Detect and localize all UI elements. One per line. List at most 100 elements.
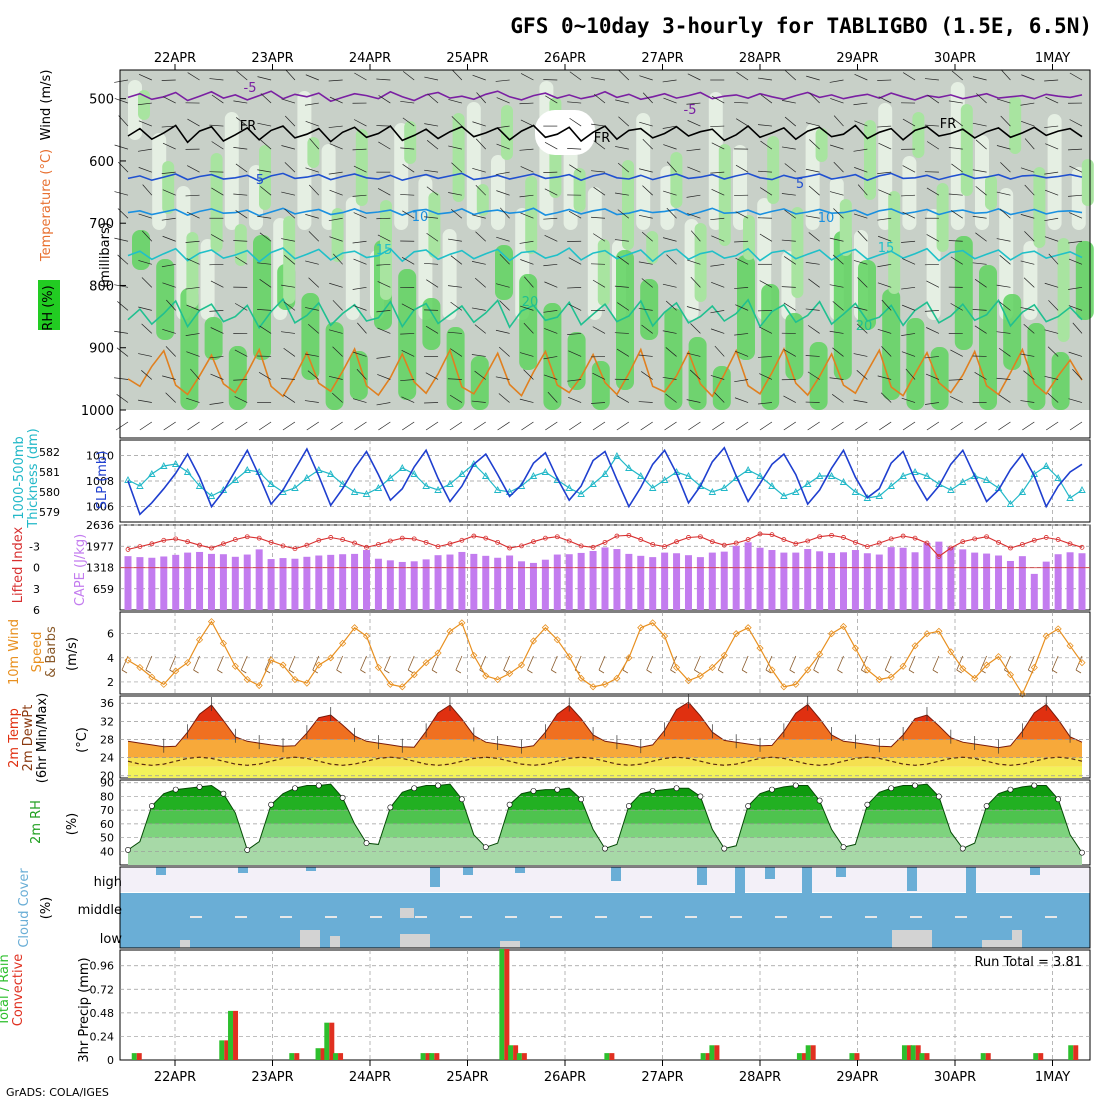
- rh2m-tick-label: 70: [100, 804, 114, 817]
- cloud-low-bar: [330, 936, 340, 948]
- axis-label-speed-barbs: Speed & Barbs: [30, 626, 59, 678]
- date-label-bottom: 26APR: [544, 1070, 586, 1085]
- cloud-high-bar: [802, 867, 812, 893]
- wind-barb: [856, 323, 868, 334]
- wind10-speed-point: [875, 675, 883, 684]
- wind-barb: [998, 347, 1011, 357]
- wind-barb: [591, 216, 606, 219]
- isotherm-line: [127, 346, 1083, 398]
- wind-barb: [162, 282, 176, 288]
- wind-barb: [308, 184, 320, 196]
- thickness-point: [768, 482, 776, 489]
- wind-barb: [853, 213, 868, 219]
- wind-barb: [829, 330, 844, 334]
- wind10-barb: [360, 669, 366, 674]
- cloud-mid-bar: [280, 916, 292, 918]
- wind10-barb: [431, 655, 439, 671]
- wind-barb: [281, 145, 296, 150]
- wind10-speed-point: [529, 637, 538, 645]
- isotherm-label: 15: [878, 241, 895, 256]
- precip-convective-bar: [338, 1053, 344, 1060]
- wind-barb: [757, 170, 772, 173]
- wind-barb: [783, 256, 796, 265]
- rh2m-point: [339, 794, 346, 801]
- thickness-point: [839, 478, 848, 485]
- wind-barb: [1069, 119, 1083, 127]
- wind-barb: [210, 280, 224, 288]
- cloud-mid-bar: [910, 916, 922, 918]
- wind-barb: [880, 392, 892, 403]
- wind-barb: [376, 310, 391, 313]
- thickness-point: [410, 470, 418, 477]
- wind-barb: [304, 102, 319, 106]
- wind-barb: [495, 125, 510, 129]
- wind-barb: [829, 191, 844, 196]
- precip-total-bar: [219, 1040, 225, 1060]
- wind-barb: [710, 217, 725, 221]
- wind-barb: [830, 98, 844, 104]
- cape-bar: [661, 552, 669, 610]
- wind10-speed-point: [136, 663, 144, 672]
- wind-barb: [664, 421, 677, 431]
- rh-moist-patch: [960, 104, 973, 196]
- cape-bar: [434, 555, 442, 610]
- wind-barb: [1044, 217, 1059, 222]
- wind-barb: [663, 144, 677, 150]
- thickness-point: [529, 472, 538, 479]
- cloud-low-bar: [400, 934, 430, 948]
- wind-barb: [877, 171, 892, 174]
- wind10-barb: [813, 655, 821, 671]
- wind-barb: [924, 402, 939, 405]
- cloud-mid-bar: [595, 916, 607, 918]
- wind-barb: [185, 286, 200, 290]
- lifted-index-point: [900, 533, 906, 539]
- precip-convective-bar: [915, 1045, 921, 1060]
- wind-barb: [757, 402, 772, 405]
- rh2m-point: [745, 803, 751, 809]
- wind-barb: [734, 286, 749, 289]
- panel-label: Wind (m/s): [39, 70, 54, 141]
- wind-barb: [138, 353, 152, 357]
- cape-bar: [518, 561, 526, 610]
- wind-barb: [711, 281, 725, 288]
- lifted-index-point: [686, 535, 691, 540]
- cape-bar: [971, 552, 979, 610]
- precip-convective-bar: [320, 1048, 326, 1060]
- cape-bar: [995, 555, 1003, 610]
- wind-barb: [475, 185, 486, 196]
- wind-barb: [257, 309, 272, 311]
- wind-barb: [614, 332, 629, 334]
- wind10-barb: [312, 669, 319, 674]
- wind10-speed-point: [1006, 671, 1015, 679]
- precip-total-bar: [1068, 1045, 1074, 1060]
- wind10-speed-point: [422, 659, 430, 667]
- wind10-speed-point: [482, 672, 490, 680]
- thickness-point: [1066, 494, 1074, 501]
- wind-barb: [783, 302, 796, 311]
- wind10-barb: [336, 669, 342, 674]
- wind-barb: [950, 210, 963, 219]
- cape-bar: [589, 550, 597, 610]
- wind-barb: [166, 299, 176, 311]
- wind10-speed-point: [506, 669, 514, 678]
- wind-barb: [376, 263, 391, 266]
- wind10-speed-line: [127, 620, 1083, 696]
- wind-barb: [309, 138, 320, 150]
- wind-barb: [281, 98, 296, 104]
- rh-moist-patch: [815, 128, 828, 162]
- cloud-mid-bar: [550, 916, 562, 918]
- cloud-layer-label-high: high: [94, 875, 122, 890]
- cape-bar: [708, 552, 716, 610]
- lifted-index-point: [817, 534, 823, 540]
- rh-moist-patch: [428, 192, 441, 258]
- wind-barb: [498, 346, 510, 357]
- rh-moist-patch: [349, 351, 368, 400]
- cape-bar: [553, 554, 561, 610]
- wind-barb: [950, 421, 963, 431]
- lifted-index-point: [1055, 537, 1061, 542]
- wind-barb: [902, 211, 916, 219]
- axis-label-wind-units: (m/s): [65, 637, 80, 671]
- wind-barb: [951, 70, 963, 81]
- precip-tick-label: 0.72: [90, 983, 115, 996]
- axis-label-wind: Wind (m/s): [39, 70, 54, 141]
